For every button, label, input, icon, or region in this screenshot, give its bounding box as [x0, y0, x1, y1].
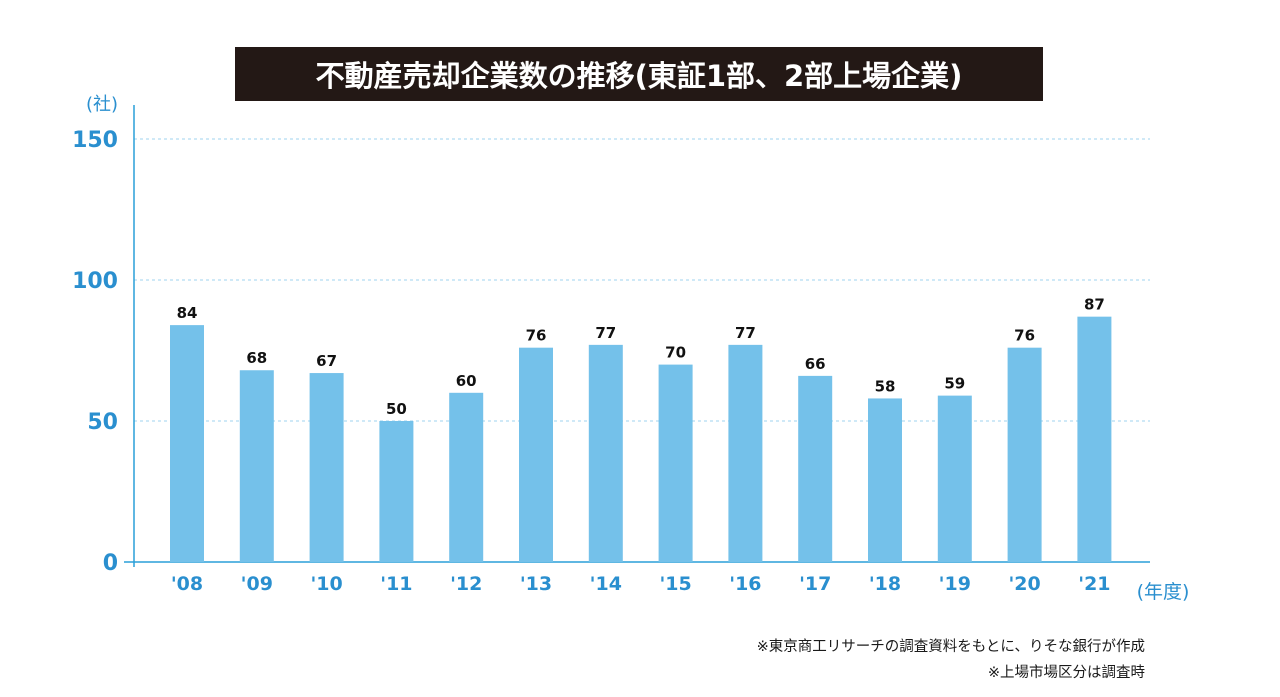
data-label: 59	[944, 375, 965, 393]
data-label: 50	[386, 400, 407, 418]
bar	[239, 370, 274, 562]
x-tick-label: '08	[171, 573, 203, 595]
x-axis-label: (年度)	[1137, 581, 1190, 603]
y-tick-label: 0	[103, 551, 118, 576]
bar	[588, 344, 623, 562]
bar	[379, 421, 414, 562]
data-label: 66	[805, 355, 826, 373]
footnotes: ※東京商工リサーチの調査資料をもとに、りそな銀行が作成 ※上場市場区分は調査時	[757, 634, 1145, 686]
x-tick-label: '12	[450, 573, 482, 595]
bar	[728, 344, 763, 562]
x-tick-label: '10	[310, 573, 342, 595]
bar	[658, 364, 693, 562]
y-tick-label: 100	[72, 269, 118, 294]
x-tick-label: '11	[380, 573, 412, 595]
data-label: 77	[595, 324, 616, 342]
bar	[309, 373, 344, 562]
data-label: 58	[875, 377, 896, 395]
x-tick-label: '13	[520, 573, 552, 595]
x-tick-label: '19	[939, 573, 971, 595]
bar	[937, 395, 972, 562]
data-label: 76	[526, 327, 547, 345]
y-tick-label: 50	[87, 410, 118, 435]
bar	[519, 347, 553, 562]
data-label: 84	[177, 304, 198, 322]
x-tick-label: '16	[729, 573, 761, 595]
data-label: 70	[665, 344, 686, 362]
x-tick-label: '18	[869, 573, 901, 595]
x-tick-label: '21	[1078, 573, 1110, 595]
x-tick-label: '20	[1008, 573, 1040, 595]
footnote-source: ※東京商工リサーチの調査資料をもとに、りそな銀行が作成	[756, 639, 1145, 655]
footnote-market: ※上場市場区分は調査時	[987, 665, 1145, 681]
x-tick-label: '17	[799, 573, 831, 595]
x-tick-label: '15	[659, 573, 691, 595]
data-label: 68	[246, 349, 267, 367]
y-tick-label: 150	[72, 128, 118, 153]
chart-title: 不動産売却企業数の推移(東証1部、2部上場企業)	[235, 47, 1043, 101]
bar	[449, 392, 484, 562]
data-label: 77	[735, 324, 756, 342]
bar	[170, 325, 204, 562]
bar	[1077, 316, 1112, 562]
bar	[1007, 347, 1042, 562]
data-label: 76	[1014, 327, 1035, 345]
bar	[798, 375, 833, 562]
x-tick-label: '09	[241, 573, 273, 595]
x-tick-label: '14	[590, 573, 622, 595]
data-label: 67	[316, 352, 337, 370]
y-axis-label: (社)	[86, 94, 118, 115]
data-label: 60	[456, 372, 477, 390]
bar	[868, 398, 902, 562]
data-label: 87	[1084, 296, 1105, 314]
